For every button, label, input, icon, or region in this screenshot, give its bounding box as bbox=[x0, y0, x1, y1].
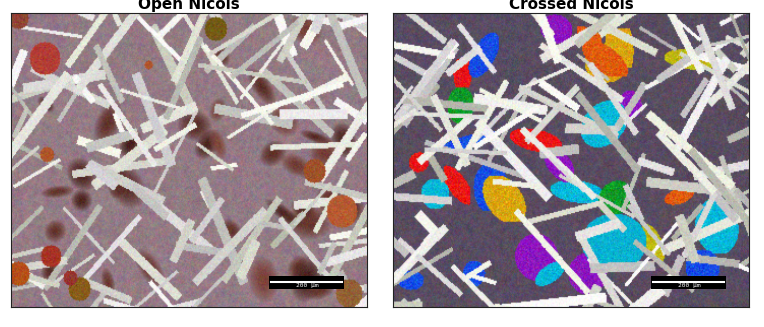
Text: 200 μm: 200 μm bbox=[678, 283, 700, 288]
Text: 200 μm: 200 μm bbox=[296, 283, 318, 288]
Bar bbox=[269, 276, 345, 289]
Bar bbox=[651, 276, 727, 289]
Title: Crossed Nicols: Crossed Nicols bbox=[509, 0, 633, 12]
Title: Open Nicols: Open Nicols bbox=[138, 0, 240, 12]
